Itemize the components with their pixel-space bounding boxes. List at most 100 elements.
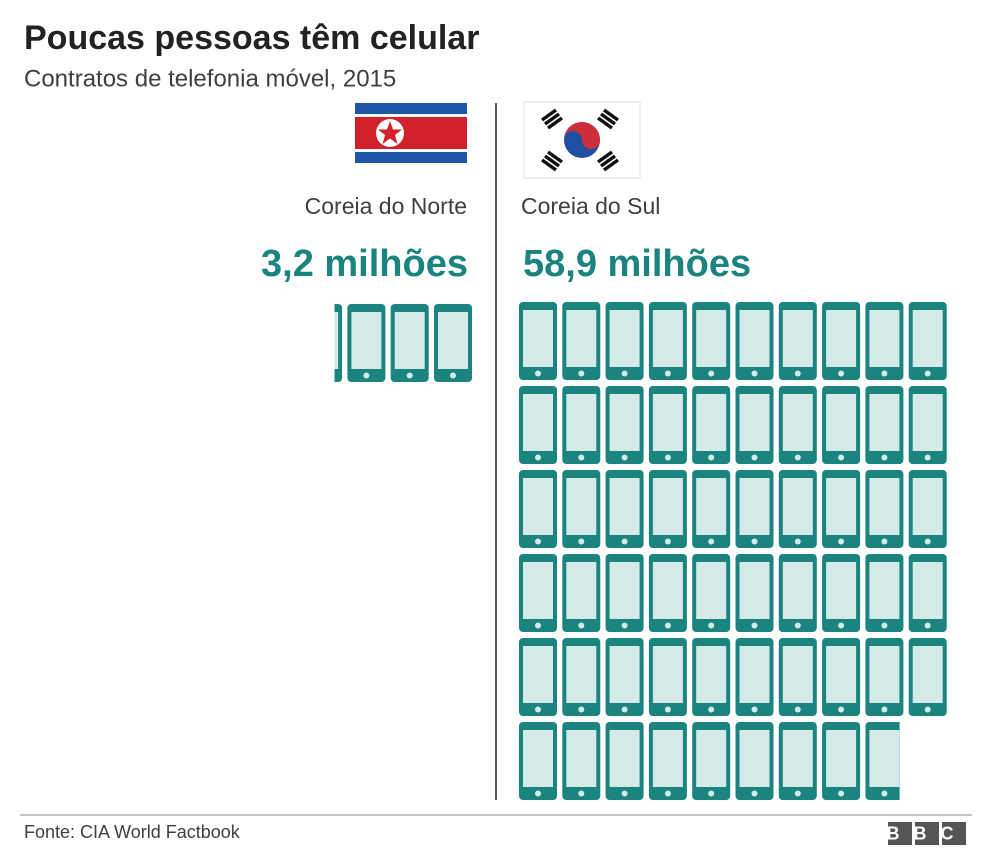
phone-screen: [826, 394, 857, 451]
phone-button: [621, 454, 628, 461]
phone-screen: [652, 562, 683, 619]
phone-button: [751, 370, 758, 377]
phone-screen: [782, 646, 813, 703]
phone-icon: [648, 554, 687, 632]
phone-button: [838, 454, 845, 461]
phone-icon: [519, 386, 557, 464]
phone-icon: [648, 386, 687, 464]
phone-screen: [782, 730, 813, 787]
phone-button: [664, 706, 671, 713]
chart-subtitle: Contratos de telefonia móvel, 2015: [24, 65, 396, 92]
phone-icon: [908, 302, 947, 380]
phone-icon: [605, 386, 644, 464]
phone-screen: [566, 478, 597, 535]
phone-button: [881, 706, 888, 713]
phone-button: [621, 706, 628, 713]
phone-screen: [566, 646, 597, 703]
phone-button: [838, 370, 845, 377]
phone-screen: [696, 310, 727, 367]
phone-icon: [692, 470, 731, 548]
phone-button: [708, 370, 715, 377]
phone-icon: [735, 638, 774, 716]
phone-icon: [648, 470, 687, 548]
phone-button: [924, 706, 931, 713]
phone-icon: [519, 638, 557, 716]
phone-button: [664, 454, 671, 461]
phone-icon: [735, 302, 774, 380]
phone-button: [621, 538, 628, 545]
phone-icon: [648, 302, 687, 380]
phone-icon: [822, 470, 861, 548]
phone-icon: [562, 554, 601, 632]
phone-screen: [523, 394, 553, 451]
phone-button: [794, 454, 801, 461]
phone-button: [881, 538, 888, 545]
phone-button: [838, 790, 845, 797]
phone-button: [450, 372, 456, 379]
phone-screen: [912, 478, 943, 535]
phone-button: [621, 790, 628, 797]
phone-screen: [739, 646, 770, 703]
phone-icon: [562, 470, 601, 548]
phone-button: [924, 370, 931, 377]
phone-icon: [648, 722, 687, 800]
phone-button: [924, 454, 931, 461]
phone-button: [578, 454, 585, 461]
flag-north-korea: [355, 103, 467, 163]
phone-screen: [869, 478, 900, 535]
phone-screen: [652, 646, 683, 703]
phone-icon: [822, 638, 861, 716]
phone-screen: [739, 310, 770, 367]
phone-icon: [735, 722, 774, 800]
phone-button: [578, 622, 585, 629]
phone-screen: [696, 646, 727, 703]
phone-button: [881, 622, 888, 629]
phone-icon: [519, 554, 557, 632]
phone-screen: [869, 730, 900, 787]
phone-icon: [692, 386, 731, 464]
phone-button: [838, 706, 845, 713]
phone-screen: [523, 646, 553, 703]
phone-screen: [566, 394, 597, 451]
phone-icon: [822, 386, 861, 464]
phone-screen: [739, 394, 770, 451]
phone-screen: [351, 312, 382, 369]
phone-button: [794, 538, 801, 545]
phone-button: [708, 790, 715, 797]
phone-button: [363, 372, 370, 379]
phone-button: [794, 706, 801, 713]
phone-icon: [562, 386, 601, 464]
phone-screen: [739, 730, 770, 787]
phone-icon: [908, 554, 947, 632]
phone-icon: [605, 722, 644, 800]
phone-icon: [605, 638, 644, 716]
flag-south-korea: [523, 101, 641, 179]
phone-button: [535, 706, 541, 713]
phone-screen: [826, 478, 857, 535]
phone-screen: [609, 310, 640, 367]
phone-button: [621, 622, 628, 629]
phone-screen: [912, 646, 943, 703]
phone-icon: [735, 554, 774, 632]
phone-button: [578, 370, 585, 377]
phone-button: [751, 622, 758, 629]
phone-icon: [908, 470, 947, 548]
logo: BBC: [887, 822, 966, 845]
phone-icon: [562, 722, 601, 800]
phone-button: [881, 790, 888, 797]
phone-button: [578, 538, 585, 545]
phone-button: [535, 622, 541, 629]
phone-icon: [865, 638, 904, 716]
phone-screen: [566, 310, 597, 367]
phone-screen: [652, 478, 683, 535]
phone-icon: [648, 638, 687, 716]
phone-icon: [865, 302, 904, 380]
phone-button: [751, 706, 758, 713]
phone-icon: [778, 470, 817, 548]
phone-screen: [869, 310, 900, 367]
phone-icon: [865, 386, 904, 464]
phone-screen: [652, 310, 683, 367]
phone-button: [535, 538, 541, 545]
